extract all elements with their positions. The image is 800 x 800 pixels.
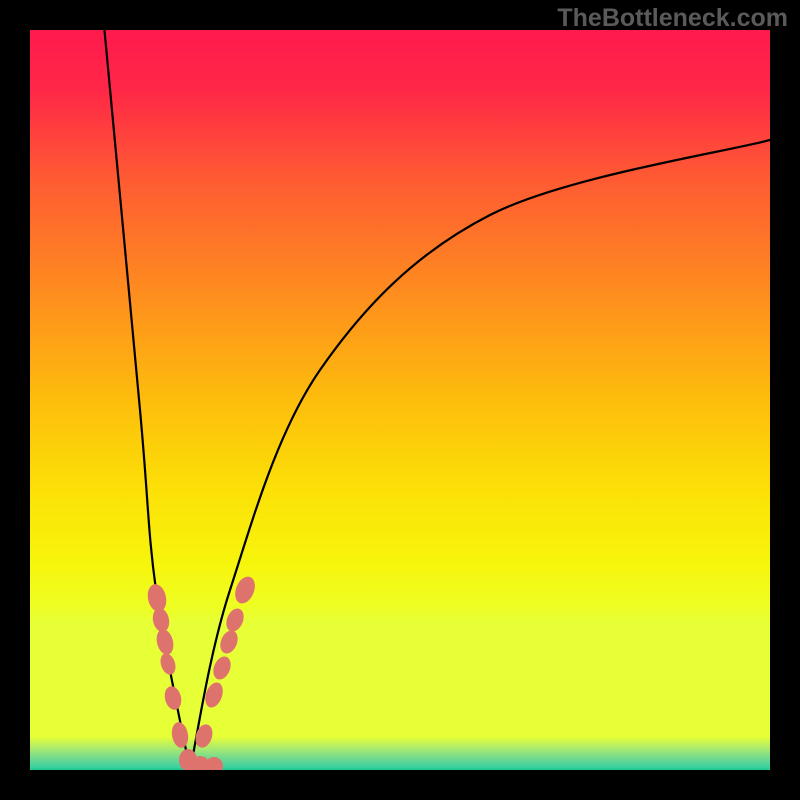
watermark-text: TheBottleneck.com xyxy=(557,4,788,33)
plot-area xyxy=(30,30,770,770)
bottleneck-curve-chart xyxy=(30,30,770,770)
gradient-background xyxy=(30,30,770,770)
chart-frame: TheBottleneck.com xyxy=(0,0,800,800)
